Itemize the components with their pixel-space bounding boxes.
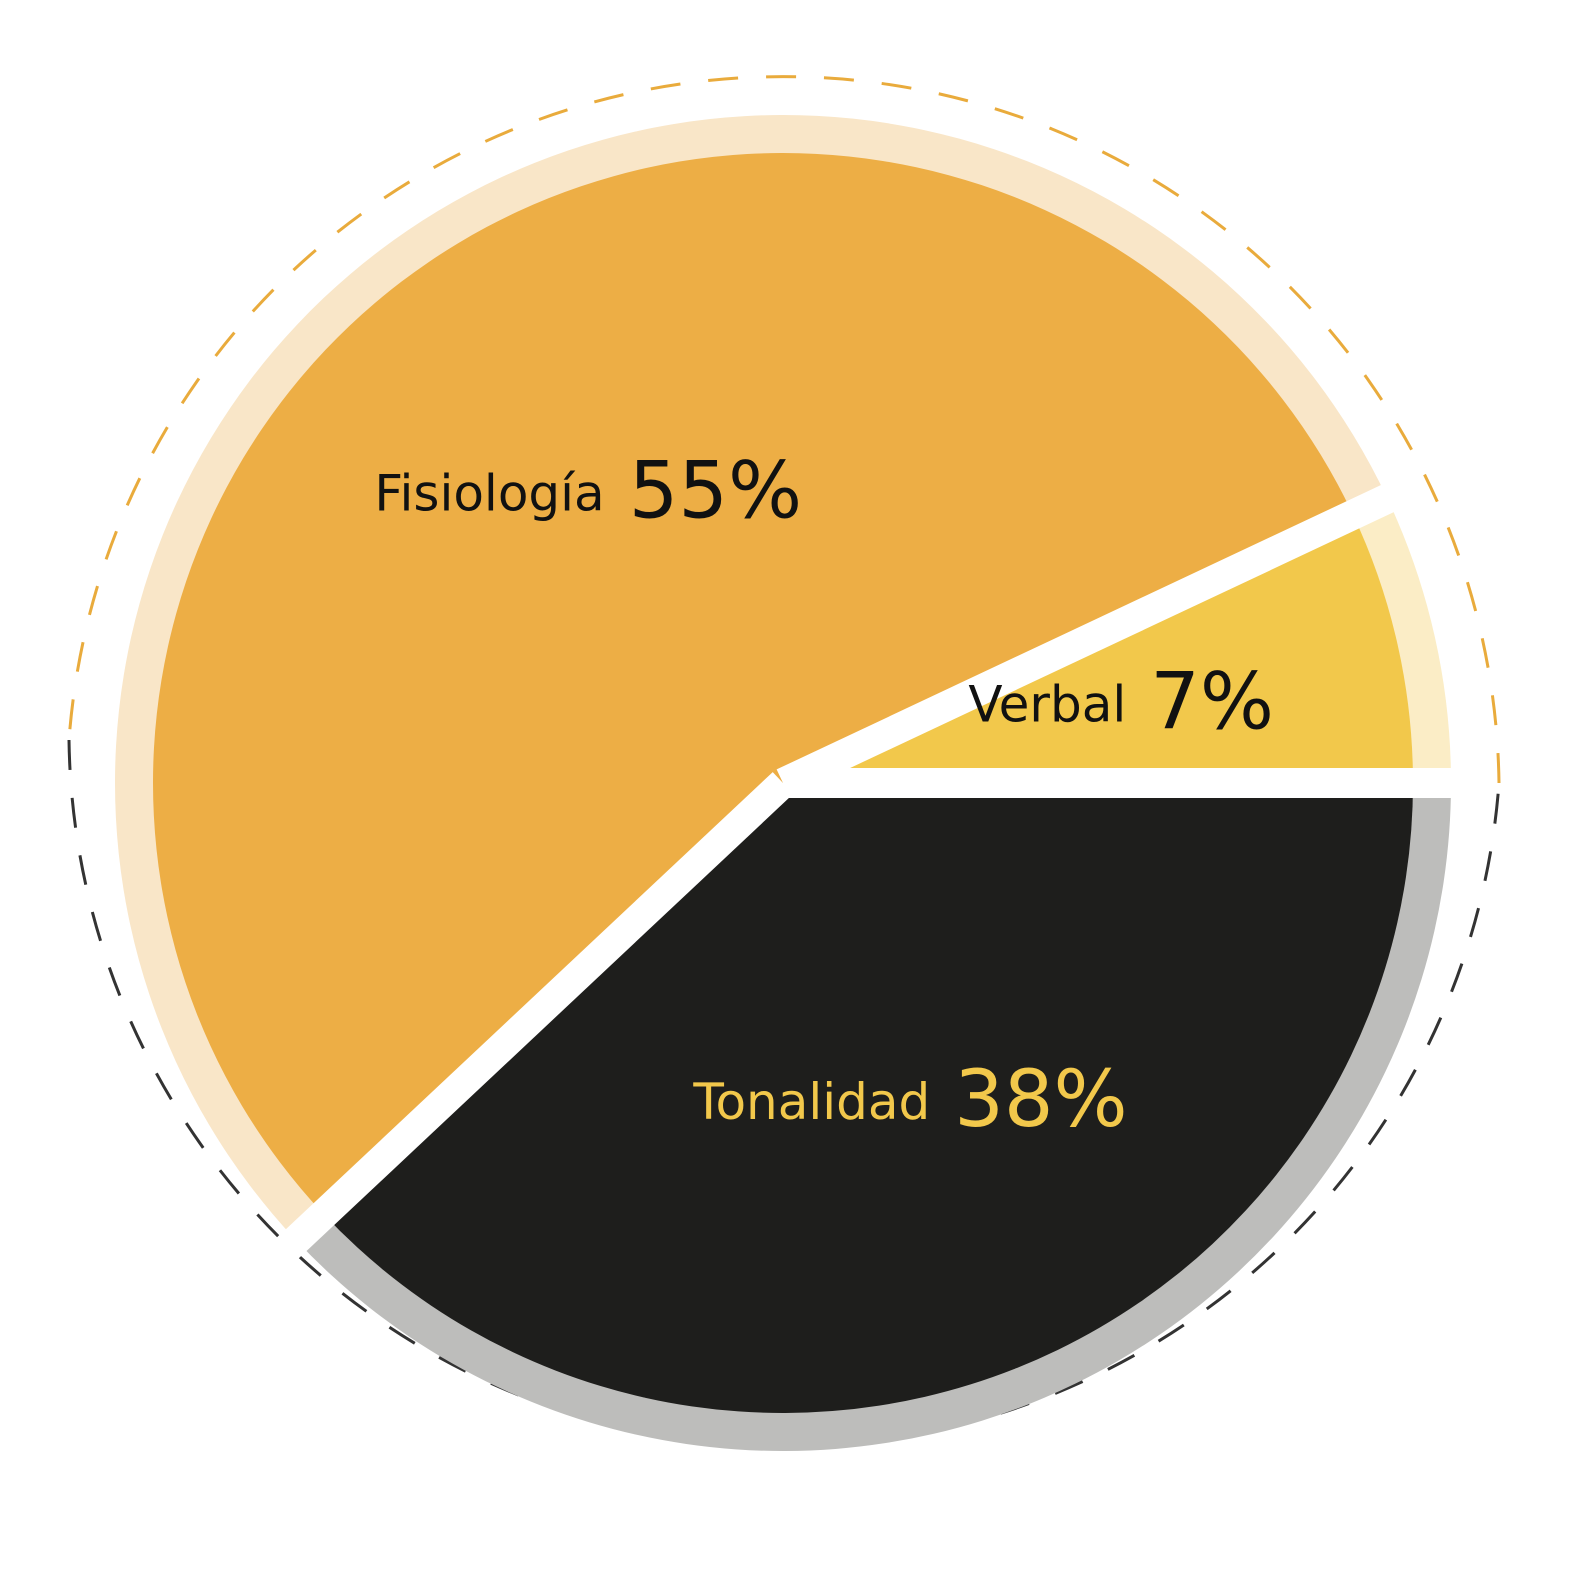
slice-gap [271, 772, 794, 1265]
slice-gap [776, 476, 1412, 797]
labels: Verbal 7% Fisiología 55% Tonalidad 38% [374, 447, 1274, 1146]
category-name: Fisiología [374, 464, 604, 522]
pie [114, 114, 1471, 1452]
category-name: Verbal [968, 675, 1126, 733]
category-name: Tonalidad [692, 1073, 930, 1131]
dashed-ring-top [67, 75, 1501, 784]
slice [323, 783, 1413, 1413]
dashed-ring-bottom [67, 739, 1501, 1448]
slice-label: Verbal 7% [968, 658, 1274, 748]
value-label: 38% [954, 1056, 1127, 1146]
value-label: 55% [629, 447, 802, 537]
value-label: 7% [1150, 658, 1274, 748]
slice [152, 152, 1354, 1215]
slice-label: Tonalidad 38% [692, 1056, 1127, 1146]
slice-label: Fisiología 55% [374, 447, 802, 537]
